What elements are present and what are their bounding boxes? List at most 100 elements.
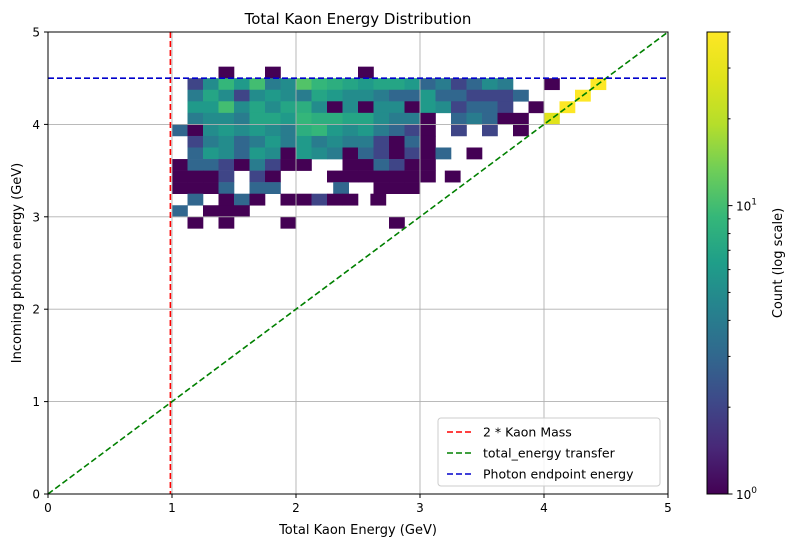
- heatmap-cell: [327, 170, 343, 183]
- heatmap-cell: [172, 124, 188, 137]
- heatmap-cell: [187, 147, 204, 160]
- heatmap-cell: [544, 78, 560, 91]
- heatmap-cell: [296, 193, 312, 206]
- heatmap-cell: [218, 170, 235, 183]
- heatmap-cell: [559, 101, 576, 114]
- legend-label: 2 * Kaon Mass: [483, 425, 572, 440]
- heatmap-cell: [420, 147, 436, 160]
- heatmap-cell: [218, 147, 235, 160]
- heatmap-cell: [420, 101, 436, 114]
- heatmap-cell: [187, 78, 204, 91]
- heatmap-cell: [513, 89, 529, 102]
- heatmap-cell: [172, 159, 188, 171]
- x-tick-label: 1: [168, 501, 176, 515]
- heatmap-cell: [218, 216, 235, 229]
- heatmap-cell: [389, 170, 405, 183]
- heatmap-cell: [311, 101, 328, 114]
- heatmap-cell: [280, 135, 297, 148]
- heatmap-cell: [420, 124, 436, 137]
- heatmap-cell: [342, 159, 359, 171]
- heatmap-cell: [451, 89, 467, 102]
- x-axis-ticks: 0 1 2 3 4 5: [44, 494, 672, 515]
- heatmap-cell: [497, 78, 514, 91]
- heatmap-cell: [342, 78, 359, 91]
- heatmap-cell: [358, 101, 374, 114]
- heatmap-cell: [280, 147, 297, 160]
- heatmap-cell: [342, 124, 359, 137]
- heatmap-cell: [451, 78, 467, 91]
- heatmap-cell: [296, 78, 312, 91]
- heatmap-cell: [249, 89, 266, 102]
- heatmap-cell: [358, 112, 374, 125]
- heatmap-cell: [218, 78, 235, 91]
- heatmap-cell: [218, 66, 235, 79]
- heatmap-cell: [203, 78, 219, 91]
- heatmap-cell: [203, 89, 219, 102]
- heatmap-cell: [482, 101, 498, 114]
- heatmap-cell: [249, 101, 266, 114]
- heatmap-cell: [373, 135, 390, 148]
- heatmap-cell: [234, 193, 250, 206]
- heatmap-cell: [249, 193, 266, 206]
- colorbar: [706, 31, 729, 495]
- heatmap-cell: [373, 159, 390, 171]
- heatmap-cell: [311, 112, 328, 125]
- heatmap-cell: [404, 147, 421, 160]
- heatmap-cell: [280, 193, 297, 206]
- heatmap-cell: [435, 101, 452, 114]
- heatmap-cell: [265, 124, 281, 137]
- heatmap-cell: [265, 112, 281, 125]
- x-tick-label: 5: [664, 501, 672, 515]
- heatmap-cell: [249, 135, 266, 148]
- heatmap-cell: [342, 101, 359, 114]
- heatmap-cell: [218, 205, 235, 218]
- heatmap-cell: [342, 193, 359, 206]
- legend-label: Photon endpoint energy: [483, 467, 634, 482]
- colorbar-tick-label: 100: [736, 486, 757, 502]
- heatmap-cell: [358, 66, 374, 79]
- heatmap-cell: [203, 182, 219, 194]
- heatmap-cell: [420, 78, 436, 91]
- heatmap-cell: [497, 112, 514, 125]
- heatmap-cell: [451, 101, 467, 114]
- heatmap-cell: [280, 101, 297, 114]
- heatmap-cell: [218, 135, 235, 148]
- legend: 2 * Kaon Mass total_energy transfer Photon…: [437, 417, 661, 487]
- heatmap-cell: [435, 89, 452, 102]
- heatmap-cell: [311, 135, 328, 148]
- heatmap-cell: [358, 170, 374, 183]
- heatmap-cell: [327, 89, 343, 102]
- heatmap-cell: [203, 135, 219, 148]
- heatmap-cell: [373, 182, 390, 194]
- heatmap-cell: [358, 89, 374, 102]
- heatmap-cell: [327, 193, 343, 206]
- heatmap-cell: [466, 101, 483, 114]
- heatmap-cell: [187, 112, 204, 125]
- heatmap-cell: [373, 89, 390, 102]
- heatmap-cell: [389, 182, 405, 194]
- heatmap-cell: [513, 112, 529, 125]
- heatmap-cell: [234, 124, 250, 137]
- heatmap-cell: [358, 78, 374, 91]
- heatmap-cell: [311, 147, 328, 160]
- heatmap-cell: [451, 112, 467, 125]
- y-axis-label: Incoming photon energy (GeV): [10, 163, 25, 363]
- heatmap-cell: [466, 147, 483, 160]
- x-tick-label: 0: [44, 501, 52, 515]
- heatmap-cell: [389, 135, 405, 148]
- heatmap-cell: [482, 112, 498, 125]
- legend-box: [437, 417, 661, 487]
- heatmap-cell: [265, 159, 281, 171]
- heatmap-cell: [218, 182, 235, 194]
- heatmap-cell: [296, 89, 312, 102]
- heatmap-cell: [327, 112, 343, 125]
- heatmap-cell: [172, 182, 188, 194]
- heatmap-cell: [327, 135, 343, 148]
- heatmap-cell: [528, 101, 545, 114]
- heatmap-cell: [249, 159, 266, 171]
- heatmap-cell: [234, 101, 250, 114]
- heatmap-cells: [172, 66, 607, 229]
- heatmap-cell: [404, 182, 421, 194]
- heatmap-cell: [265, 182, 281, 194]
